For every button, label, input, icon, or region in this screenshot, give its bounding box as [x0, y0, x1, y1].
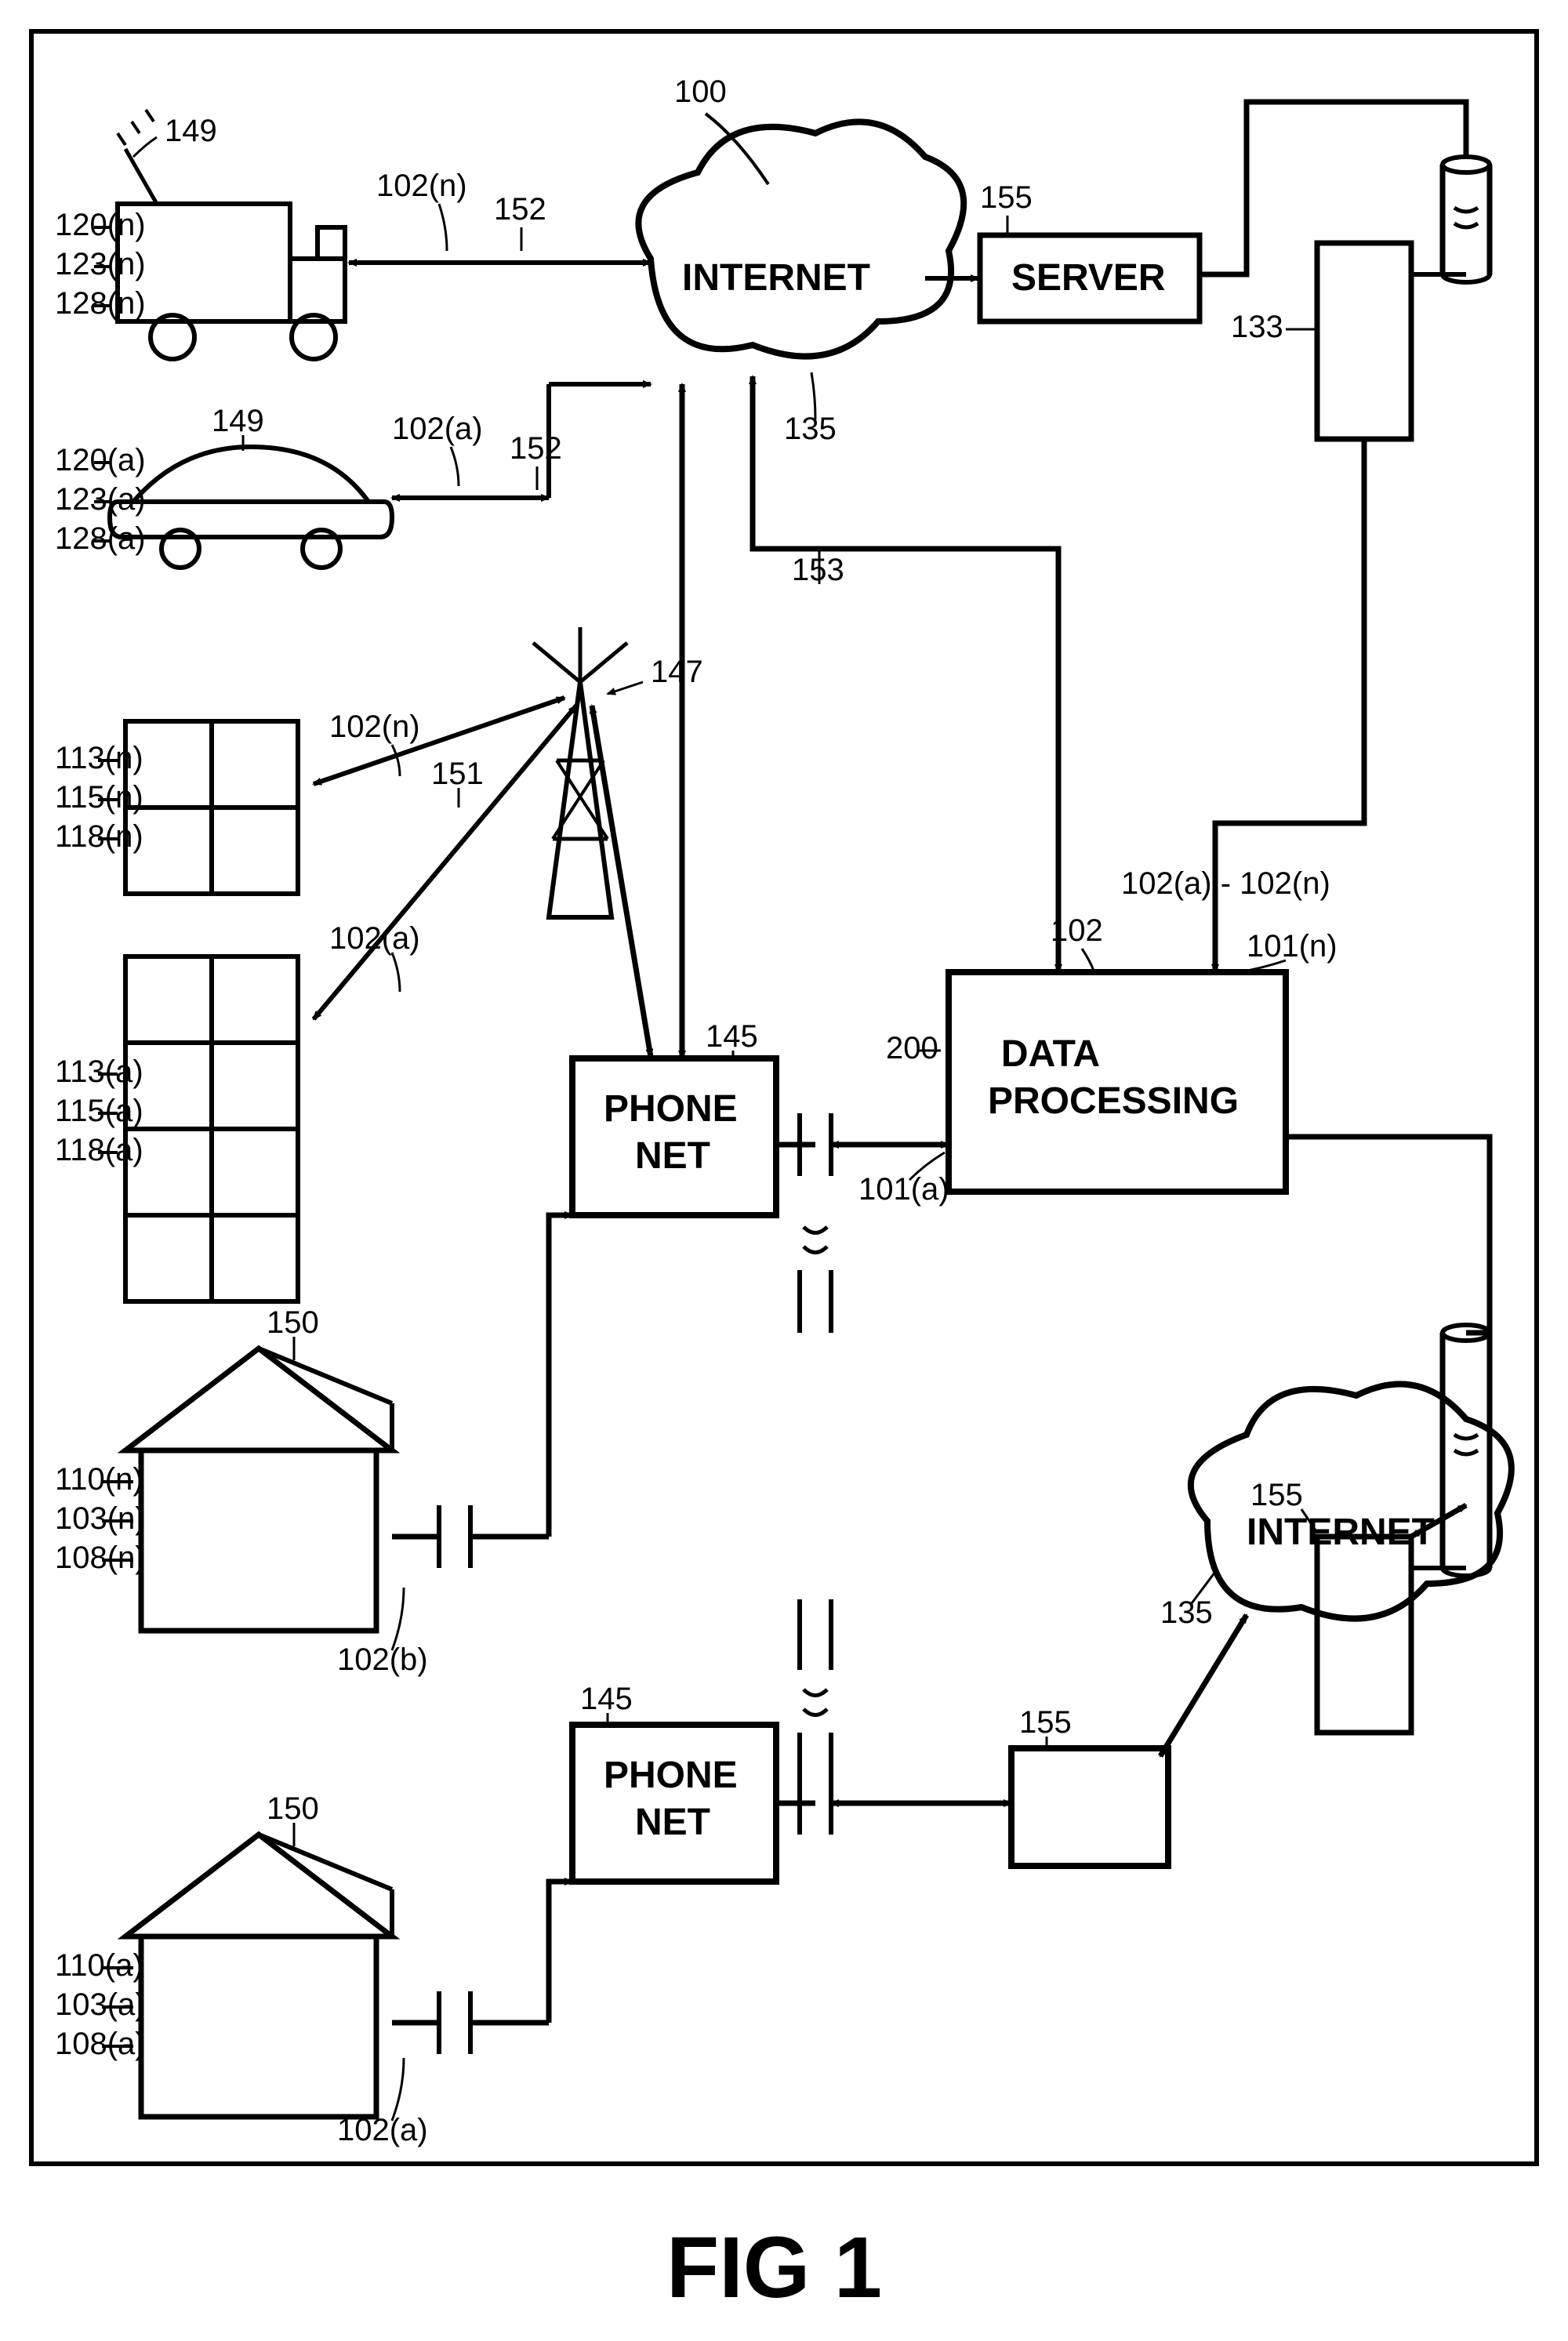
- edge-tower-pn: [592, 706, 651, 1057]
- server-label: SERVER: [1011, 257, 1166, 299]
- internet-top-cloud: [638, 122, 964, 356]
- diagram-canvas: 100 120(n) 123(n) 128(n) 149 102(n) 152 …: [0, 0, 1568, 2341]
- dp-label-1: DATA: [1001, 1033, 1100, 1075]
- edge-house-mid-pn: [392, 1215, 572, 1568]
- bld-sm-link-ref: 151: [431, 757, 484, 791]
- bld-sm-ref-1: 115(n): [55, 780, 143, 815]
- bld-lg-ref-2: 118(a): [55, 1133, 143, 1167]
- edge-house-bot-pn: [392, 1882, 572, 2054]
- figure-label: FIG 1: [666, 2219, 882, 2316]
- storage-bot-ref: 155: [1250, 1478, 1303, 1512]
- pn-top-ref: 145: [706, 1019, 758, 1054]
- car-ant-ref: 149: [212, 404, 264, 438]
- house-mid-rightref: 102(b): [337, 1642, 428, 1677]
- car-ref-1: 123(a): [55, 482, 146, 517]
- car-right-ref: 102(a): [392, 412, 483, 446]
- truck-ant-ref: 149: [165, 114, 217, 148]
- pn-bot-ref: 145: [580, 1682, 633, 1716]
- edge-pn-dp: [776, 1113, 949, 1333]
- building-small-icon: [125, 721, 298, 894]
- house-bot-ref-0: 110(a): [55, 1948, 143, 1983]
- tower-ref: 147: [651, 655, 703, 689]
- house-bot-icon: [125, 1835, 392, 2117]
- house-mid-ref-2: 108(n): [55, 1541, 146, 1575]
- bld-sm-right-ref: 102(n): [329, 710, 420, 744]
- box-155-mid-ref: 155: [1019, 1705, 1072, 1740]
- car-ref-0: 120(a): [55, 443, 146, 477]
- house-mid-ref-1: 103(n): [55, 1501, 146, 1536]
- house-bot-rightref: 102(a): [337, 2113, 428, 2147]
- bld-sm-ref-0: 113(n): [55, 741, 143, 775]
- house-mid-ref-0: 110(n): [55, 1462, 143, 1497]
- car-icon: [110, 447, 392, 568]
- edge-tower-bldlg: [314, 706, 576, 1019]
- internet-bot-label: INTERNET: [1247, 1512, 1435, 1553]
- house-bot-ref-1: 103(a): [55, 1987, 146, 2022]
- building-large-icon: [125, 956, 298, 1301]
- storage-top-ref: 133: [1231, 310, 1283, 344]
- house-mid-topref: 150: [267, 1305, 319, 1340]
- dp-ref-102an: 102(a) - 102(n): [1121, 866, 1330, 901]
- internet-top-ref: 135: [784, 412, 837, 446]
- pn-bot-l2: NET: [635, 1802, 710, 1843]
- truck-ref-0: 120(n): [55, 208, 146, 242]
- edge-server-storage: [1200, 102, 1466, 274]
- server-ref: 155: [980, 180, 1033, 215]
- pn-top-l2: NET: [635, 1135, 710, 1177]
- house-mid-icon: [125, 1348, 392, 1631]
- house-bot-topref: 150: [267, 1791, 319, 1826]
- truck-right-ref: 102(n): [376, 169, 467, 203]
- truck-link-ref: 152: [494, 192, 546, 227]
- diagram-svg: 100 120(n) 123(n) 128(n) 149 102(n) 152 …: [0, 0, 1568, 2341]
- box-155-mid: [1011, 1748, 1168, 1866]
- storage-top-icon: [1317, 157, 1490, 439]
- tower-icon: [533, 627, 627, 917]
- edge-155-internetbot: [1160, 1615, 1247, 1756]
- internet-bot-ref: 135: [1160, 1595, 1213, 1630]
- edge-pnbot-155: [776, 1599, 1011, 1835]
- bld-lg-ref-0: 113(a): [55, 1054, 143, 1089]
- internet-top-label: INTERNET: [682, 257, 870, 299]
- truck-icon: [118, 110, 345, 359]
- edge-dp-storagebot-a: [1286, 1137, 1490, 1333]
- ref-153: 153: [792, 553, 844, 587]
- truck-ref-2: 128(n): [55, 286, 146, 321]
- dp-ref-200: 200: [886, 1031, 938, 1065]
- dp-ref-101a: 101(a): [858, 1172, 949, 1207]
- bld-sm-ref-2: 118(n): [55, 819, 143, 854]
- internet-bot-cloud: [1191, 1384, 1512, 1618]
- bld-lg-ref-1: 115(a): [55, 1094, 143, 1128]
- pn-top-l1: PHONE: [604, 1088, 738, 1130]
- bld-lg-right-ref: 102(a): [329, 921, 420, 956]
- car-link-ref: 152: [510, 431, 562, 466]
- ref-100: 100: [674, 74, 727, 109]
- dp-label-2: PROCESSING: [988, 1080, 1239, 1122]
- pn-bot-l1: PHONE: [604, 1755, 738, 1796]
- house-bot-ref-2: 108(a): [55, 2027, 146, 2061]
- car-ref-2: 128(a): [55, 521, 146, 556]
- edge-internet-dp: [753, 376, 1058, 972]
- dp-ref-101n: 101(n): [1247, 929, 1338, 964]
- truck-ref-1: 123(n): [55, 247, 146, 281]
